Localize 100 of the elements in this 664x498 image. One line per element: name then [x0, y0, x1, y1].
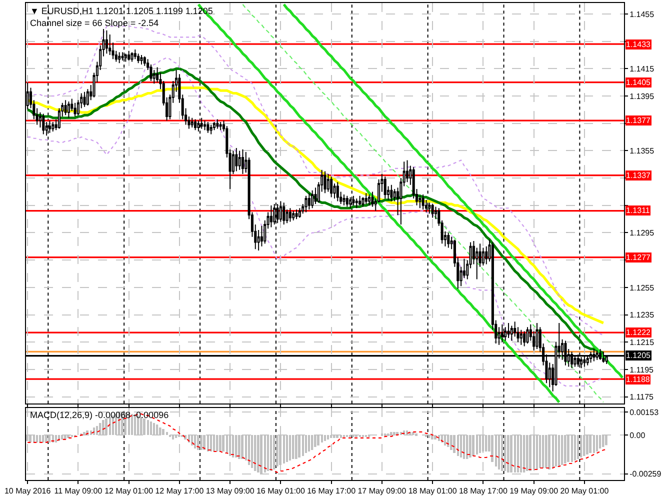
candlestick [83, 91, 86, 108]
x-tick-label: 10 May 2016 [4, 486, 52, 496]
bar [289, 434, 291, 460]
bar [93, 427, 95, 435]
candlestick [270, 204, 272, 228]
bar [131, 414, 133, 435]
x-tick-label: 11 May 09:00 [54, 486, 103, 496]
candlestick [536, 322, 538, 350]
candlestick [194, 118, 197, 131]
x-tick-label: 12 May 01:00 [104, 486, 154, 496]
bar [216, 434, 218, 452]
bar [545, 434, 548, 468]
candlestick [241, 148, 244, 174]
x-tick-label: 19 May 09:00 [510, 486, 559, 496]
bar [526, 434, 528, 471]
x-tick-label: 16 May 01:00 [256, 486, 306, 496]
candlestick [134, 49, 136, 60]
candlestick [384, 176, 386, 200]
x-tick-label: 17 May 09:00 [358, 486, 407, 496]
bar [400, 432, 402, 435]
bar [327, 434, 329, 440]
candlestick [447, 232, 450, 248]
candlestick [74, 102, 76, 117]
candlestick [288, 208, 292, 222]
bar [36, 434, 38, 442]
bar [577, 434, 579, 459]
candlestick [143, 56, 146, 66]
bar [599, 434, 602, 448]
candlestick [346, 195, 348, 208]
candlestick [526, 326, 529, 344]
candlestick [355, 198, 358, 209]
ref-line-label: 1.1433 [626, 40, 652, 49]
candlestick [67, 100, 70, 118]
bar [523, 434, 526, 472]
candlestick [295, 208, 298, 220]
candlestick [308, 192, 310, 210]
bar [415, 433, 418, 436]
candlestick [190, 117, 194, 128]
bar [292, 434, 294, 459]
bar [507, 434, 510, 472]
candlestick [140, 54, 143, 66]
candlestick [219, 121, 222, 131]
candlestick [422, 194, 424, 210]
bar [504, 434, 506, 471]
ref-line-label: 1.1405 [626, 78, 652, 87]
candlestick [482, 247, 484, 266]
x-tick-label: 18 May 01:00 [408, 486, 458, 496]
y-tick-label: 0.00153 [630, 408, 660, 417]
bar [270, 434, 272, 471]
bar [219, 434, 222, 452]
candlestick [520, 329, 522, 346]
candlestick [390, 184, 393, 202]
bar [273, 434, 276, 470]
candlestick [128, 50, 130, 61]
bar [257, 434, 260, 472]
chart-title: MACD(12,26,9) -0.00068 -0.00096 [30, 410, 169, 420]
y-tick-label: 1.1195 [630, 365, 654, 374]
x-tick-label: 20 May 01:00 [560, 486, 610, 496]
bar [166, 432, 168, 435]
candlestick [431, 204, 434, 218]
candlestick [216, 118, 219, 130]
candlestick [105, 30, 108, 54]
ref-line-label: 1.1188 [626, 375, 650, 384]
y-tick-label: 1.1255 [630, 283, 655, 292]
ref-line-label: 1.1337 [626, 171, 652, 180]
bar [469, 434, 472, 458]
y-tick-label: 1.1295 [630, 228, 655, 238]
ref-line-label: 1.1377 [626, 116, 652, 125]
bar [472, 434, 474, 456]
line-series [26, 86, 605, 324]
candlestick [523, 330, 526, 347]
y-tick-label: 1.1355 [630, 146, 655, 156]
candlestick [282, 202, 286, 226]
candlestick [342, 194, 346, 206]
candlestick [324, 170, 326, 194]
bar [450, 434, 452, 450]
y-tick-label: 1.1235 [630, 310, 655, 320]
bar [311, 434, 314, 450]
bar [238, 434, 240, 459]
candlestick [368, 194, 371, 206]
bar [55, 434, 57, 442]
x-tick-label: 18 May 17:00 [458, 486, 508, 496]
ref-line-label: 1.1277 [626, 253, 652, 262]
bar [162, 428, 164, 435]
bar [596, 434, 598, 452]
bar [558, 434, 560, 466]
candlestick [371, 191, 374, 208]
bar [39, 434, 42, 442]
line-series [242, 4, 604, 403]
bar [147, 420, 149, 435]
candlestick [292, 210, 295, 221]
y-tick-label: 1.1395 [630, 92, 655, 101]
candlestick [507, 322, 510, 339]
candlestick [311, 190, 314, 209]
bar [580, 434, 582, 458]
x-tick-label: 16 May 17:00 [307, 486, 356, 496]
bar [434, 434, 437, 440]
candlestick [130, 52, 134, 62]
candlestick [203, 120, 206, 131]
candlestick [510, 325, 513, 342]
